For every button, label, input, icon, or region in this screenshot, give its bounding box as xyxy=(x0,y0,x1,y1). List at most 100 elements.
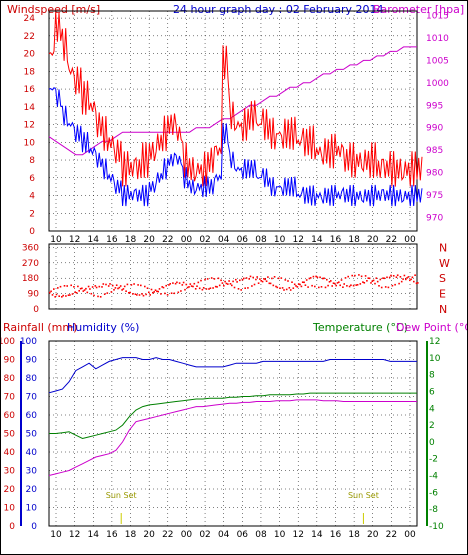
wind-direction-point xyxy=(355,284,357,286)
wind-direction-point xyxy=(118,286,121,289)
wind-direction-point xyxy=(239,279,241,282)
rainfall-tick-label: 70 xyxy=(4,393,16,403)
rainfall-tick-label: 50 xyxy=(4,430,16,440)
wind-direction-point xyxy=(396,274,399,276)
wind-direction-point xyxy=(351,274,353,277)
wind-direction-point xyxy=(196,285,198,287)
wind-direction-point xyxy=(103,293,106,295)
humidity-tick-label: 60 xyxy=(26,411,38,421)
wind-direction-point xyxy=(301,281,304,283)
wind-direction-point xyxy=(65,295,67,297)
wind-direction-point xyxy=(253,283,256,286)
wind-direction-point xyxy=(188,286,190,288)
wind-direction-point xyxy=(198,287,201,290)
wind-direction-point xyxy=(206,278,209,280)
wind-direction-point xyxy=(176,281,178,284)
wind-direction-point xyxy=(174,282,177,285)
wind-direction-point xyxy=(281,287,284,289)
humidity-tick-label: 90 xyxy=(26,356,38,366)
wind-direction-point xyxy=(316,276,319,279)
wind-direction-point xyxy=(101,286,103,288)
wind-direction-point xyxy=(134,293,137,295)
wind-direction-point xyxy=(73,286,75,288)
wind-direction-point xyxy=(292,287,295,289)
wind-direction-point xyxy=(181,284,184,286)
wind-direction-point xyxy=(260,280,262,282)
wind-direction-point xyxy=(251,285,253,287)
wind-direction-point xyxy=(95,286,98,289)
wind-direction-point xyxy=(372,279,375,282)
wind-direction-point xyxy=(182,281,185,284)
x-tick-label-bottom: 14 xyxy=(88,530,100,540)
wind-direction-point xyxy=(59,285,62,288)
wind-direction-point xyxy=(227,283,229,285)
wind-direction-point xyxy=(285,288,288,291)
x-tick-label-bottom: 12 xyxy=(292,530,303,540)
wind-direction-point xyxy=(269,282,272,285)
wind-direction-point xyxy=(97,295,99,298)
temp-tick-label: 10 xyxy=(429,354,441,364)
wind-direction-point xyxy=(256,276,258,278)
wind-direction-point xyxy=(186,286,189,289)
wind-direction-point xyxy=(216,286,218,288)
wind-direction-point xyxy=(376,280,379,283)
wind-direction-point xyxy=(392,275,395,277)
wind-direction-point xyxy=(78,290,80,292)
wind-direction-point xyxy=(368,277,371,280)
wind-direction-point xyxy=(336,282,339,284)
wind-direction-point xyxy=(379,278,382,281)
wind-average-line xyxy=(48,87,423,207)
humidity-tick-label: 40 xyxy=(26,448,38,458)
x-tick-label-top: 00 xyxy=(404,235,416,245)
sunset-annotation: Sun Set xyxy=(348,491,379,500)
wind-direction-point xyxy=(225,282,228,285)
wind-direction-point xyxy=(352,284,355,287)
wind-direction-point xyxy=(398,282,400,285)
wind-direction-point xyxy=(407,276,410,278)
wind-direction-point xyxy=(194,288,197,290)
wind-direction-point xyxy=(210,277,213,279)
wind-direction-point xyxy=(185,283,188,286)
wind-direction-point xyxy=(338,281,340,283)
wind-direction-point xyxy=(367,277,370,279)
wind-direction-point xyxy=(158,288,161,290)
rainfall-tick-label: 20 xyxy=(4,485,16,495)
x-tick-label-bottom: 00 xyxy=(404,530,416,540)
wind-direction-point xyxy=(213,278,216,280)
wind-direction-point xyxy=(296,286,299,288)
baro-tick-label: 980 xyxy=(426,169,443,179)
wind-direction-point xyxy=(164,292,166,295)
wind-direction-point xyxy=(360,275,363,278)
x-tick-label-bottom: 04 xyxy=(218,530,230,540)
wind-direction-point xyxy=(133,283,135,285)
wind-direction-point xyxy=(259,278,261,280)
wind-direction-point xyxy=(172,282,174,284)
wind-direction-point xyxy=(130,284,133,286)
wind-direction-point xyxy=(115,284,118,286)
wind-direction-point xyxy=(137,284,139,286)
chart-title: 24 hour graph day : 02 February 2014 xyxy=(173,3,384,16)
compass-letter: N xyxy=(439,241,447,254)
x-tick-label-top: 04 xyxy=(218,235,230,245)
humidity-line xyxy=(48,357,417,394)
wind-direction-point xyxy=(77,285,79,288)
x-tick-label-bottom: 12 xyxy=(69,530,80,540)
wind-direction-point xyxy=(252,276,254,279)
wind-direction-point xyxy=(87,285,90,288)
wind-direction-point xyxy=(102,283,105,285)
wind-tick-label: 6 xyxy=(29,174,35,184)
baro-tick-label: 1005 xyxy=(426,56,449,66)
wind-tick-label: 12 xyxy=(24,121,35,131)
wind-direction-point xyxy=(366,280,368,282)
x-tick-label-bottom: 16 xyxy=(106,530,118,540)
x-tick-label-bottom: 00 xyxy=(181,530,193,540)
baro-tick-label: 1010 xyxy=(426,34,449,44)
wind-direction-point xyxy=(244,287,246,289)
wind-direction-point xyxy=(414,274,416,276)
wind-direction-point xyxy=(380,286,383,289)
wind-direction-point xyxy=(358,274,360,276)
wind-direction-point xyxy=(406,277,408,279)
temp-tick-label: 6 xyxy=(429,387,435,397)
wind-direction-point xyxy=(58,295,60,297)
wind-direction-point xyxy=(89,288,91,290)
